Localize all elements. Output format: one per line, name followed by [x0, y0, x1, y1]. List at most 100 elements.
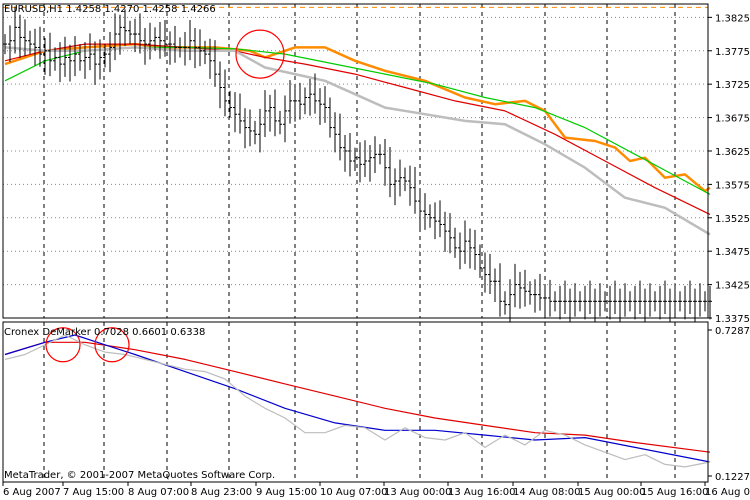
- price-bar: [433, 202, 437, 240]
- price-bar: [368, 144, 372, 182]
- price-bar: [208, 38, 212, 79]
- price-bar: [603, 291, 607, 312]
- price-bar: [438, 200, 442, 238]
- price-bar: [573, 283, 577, 317]
- price-bar: [213, 40, 217, 87]
- price-bar: [168, 31, 172, 65]
- price-bar: [318, 88, 322, 125]
- price-bar: [253, 120, 257, 145]
- x-tick-label-7: 13 Aug 16:00: [448, 487, 515, 498]
- price-bar: [123, 9, 127, 47]
- price-bar: [578, 291, 582, 312]
- price-bar: [308, 78, 312, 116]
- price-bar: [43, 38, 47, 75]
- price-bar: [288, 80, 292, 124]
- main-annotation-circle-0: [235, 29, 285, 79]
- indicator-series-red-line: [4, 341, 711, 453]
- price-bar: [683, 285, 687, 320]
- price-bar: [618, 288, 622, 323]
- price-bar: [313, 73, 317, 114]
- price-bar: [13, 6, 17, 54]
- price-bar: [398, 159, 402, 197]
- x-tick-label-1: 7 Aug 15:00: [63, 487, 124, 498]
- y-tick-label-3: 1.3675: [715, 114, 750, 125]
- price-bar: [258, 108, 262, 153]
- footer-copyright: MetaTrader, © 2001-2007 MetaQuotes Softw…: [4, 470, 275, 481]
- price-bar: [693, 288, 697, 323]
- price-bar: [528, 281, 532, 305]
- price-bar: [443, 211, 447, 252]
- ind-tick-label-1: 0.1227: [715, 472, 750, 483]
- price-bar: [283, 95, 287, 143]
- price-bar: [158, 22, 162, 59]
- price-bar: [118, 14, 122, 55]
- price-bar: [108, 32, 112, 73]
- indicator-series-blue-line: [4, 334, 711, 463]
- price-bar: [228, 90, 232, 118]
- price-bar: [448, 213, 452, 254]
- indicator-panel-frame: [2, 321, 709, 483]
- price-bar: [143, 28, 147, 65]
- price-bar: [473, 229, 477, 270]
- price-bars: [3, 6, 712, 323]
- price-bar: [638, 280, 642, 314]
- price-bar: [68, 44, 72, 82]
- price-bar: [648, 283, 652, 317]
- price-bar: [323, 86, 327, 123]
- price-bar: [498, 263, 502, 317]
- price-bar: [543, 285, 547, 319]
- x-tick-label-9: 15 Aug 00:00: [578, 487, 645, 498]
- x-tick-label-11: 16 Aug 08:00: [705, 487, 750, 498]
- price-bar: [298, 82, 302, 120]
- price-bar: [163, 20, 167, 57]
- price-bar: [53, 47, 57, 71]
- indicator-lines: [4, 334, 711, 468]
- price-bar: [503, 291, 507, 315]
- price-bar: [623, 283, 627, 317]
- price-bar: [373, 136, 377, 174]
- price-bar: [28, 30, 32, 55]
- y-tick-label-5: 1.3575: [715, 180, 750, 191]
- price-bar: [248, 109, 252, 147]
- price-bar: [103, 44, 107, 68]
- price-bar: [658, 285, 662, 320]
- indicator-annotation-circle-1: [94, 327, 130, 363]
- x-tick-label-3: 8 Aug 23:00: [191, 487, 252, 498]
- price-bar: [423, 193, 427, 230]
- price-bar: [153, 27, 157, 51]
- price-bar: [328, 97, 332, 138]
- price-bar: [233, 92, 237, 133]
- price-bar: [48, 32, 52, 77]
- price-bar: [663, 280, 667, 314]
- price-bar: [628, 291, 632, 312]
- main-panel-frame: [2, 3, 709, 319]
- price-bar: [358, 142, 362, 183]
- price-bar: [263, 90, 267, 137]
- price-bar: [598, 283, 602, 317]
- price-bar: [293, 88, 297, 122]
- price-bar: [88, 33, 92, 71]
- price-bar: [93, 41, 97, 85]
- price-bar: [278, 110, 282, 135]
- price-bar: [668, 288, 672, 323]
- price-bar: [453, 227, 457, 258]
- price-bar: [388, 146, 392, 198]
- x-tick-label-2: 8 Aug 07:00: [128, 487, 189, 498]
- price-bar: [218, 61, 222, 109]
- x-tick-label-10: 15 Aug 16:00: [641, 487, 708, 498]
- price-bar: [78, 44, 82, 71]
- price-bar: [383, 138, 387, 186]
- price-bar: [378, 144, 382, 165]
- y-tick-label-1: 1.3775: [715, 47, 750, 58]
- annotation-circles: [45, 29, 285, 363]
- price-bar: [183, 32, 187, 66]
- price-bar: [73, 36, 77, 77]
- price-bar: [633, 285, 637, 320]
- indicator-title: Cronex DeMarker 0.7028 0.6601 0.6338: [4, 327, 205, 338]
- price-bar: [58, 42, 62, 83]
- main-chart-title: EURUSD,H1 1.4258 1.4270 1.4258 1.4266: [4, 4, 216, 15]
- price-bar: [273, 89, 277, 137]
- price-bar: [538, 273, 542, 311]
